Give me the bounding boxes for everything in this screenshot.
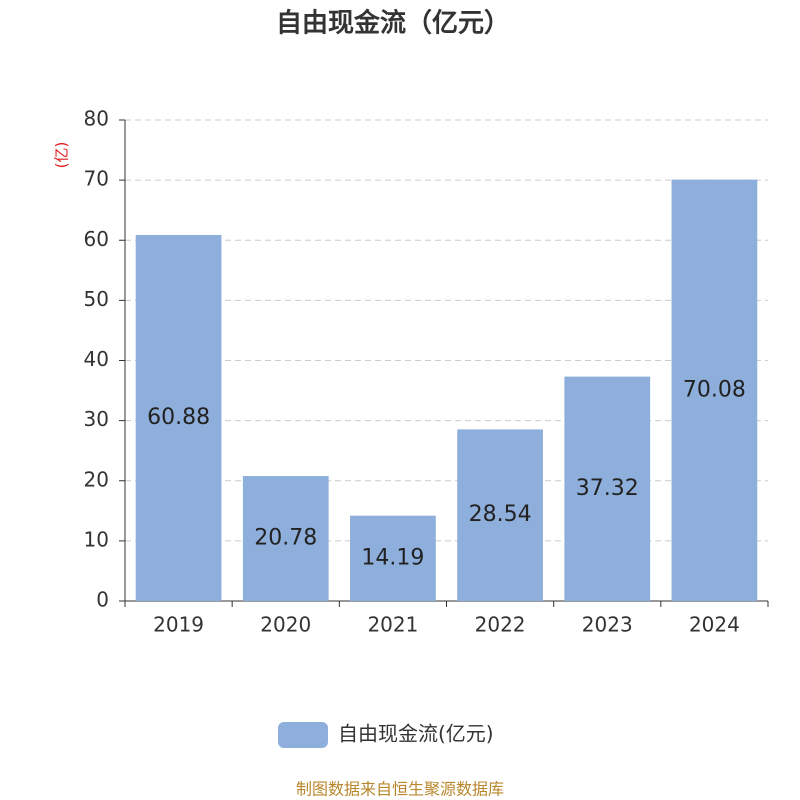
x-tick-label: 2020 <box>260 613 311 637</box>
y-tick-label: 70 <box>84 167 109 191</box>
bar <box>564 376 651 601</box>
y-tick-label: 20 <box>84 467 109 491</box>
chart-title: 自由现金流（亿元） <box>276 8 510 39</box>
y-tick-label: 30 <box>84 407 109 431</box>
bar <box>457 429 543 601</box>
legend-swatch <box>278 722 328 748</box>
y-tick-label: 10 <box>84 527 109 551</box>
value-label: 60.88 <box>147 405 210 430</box>
x-tick-label: 2019 <box>153 613 204 637</box>
y-axis-label: (亿) <box>53 142 71 169</box>
bar <box>242 476 329 601</box>
value-label: 28.54 <box>469 502 532 527</box>
value-label: 14.19 <box>361 545 424 570</box>
bar <box>135 234 222 602</box>
y-tick-label: 0 <box>96 588 109 612</box>
x-tick-label: 2024 <box>689 613 740 637</box>
x-tick-label: 2022 <box>475 613 526 637</box>
x-tick-label: 2021 <box>367 613 418 637</box>
value-label: 37.32 <box>576 476 639 501</box>
y-tick-label: 50 <box>84 287 109 311</box>
value-label: 20.78 <box>254 526 317 551</box>
y-tick-label: 60 <box>84 227 109 251</box>
value-label: 70.08 <box>683 377 746 402</box>
legend-label: 自由现金流(亿元) <box>338 722 494 746</box>
source-note: 制图数据来自恒生聚源数据库 <box>296 780 504 799</box>
bar <box>671 179 758 602</box>
y-tick-label: 40 <box>84 347 109 371</box>
y-tick-label: 80 <box>84 107 109 131</box>
bar <box>350 515 436 601</box>
x-tick-label: 2023 <box>582 613 633 637</box>
